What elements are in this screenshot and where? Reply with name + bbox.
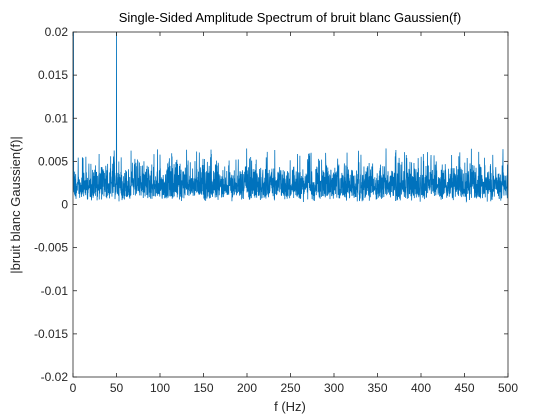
y-tick-label: -0.005 — [34, 241, 68, 255]
y-tick-label: 0.02 — [45, 25, 69, 39]
series-layer — [73, 32, 508, 203]
x-tick-label: 100 — [150, 381, 170, 395]
x-tick-label: 200 — [237, 381, 257, 395]
x-tick-label: 150 — [193, 381, 213, 395]
ticks-layer: 0 50 100 150 200 250 300 350 400 450 500 -0.02 -0.01… — [34, 25, 518, 395]
y-tick-label: 0.01 — [45, 111, 69, 125]
y-tick-label: 0.015 — [38, 68, 68, 82]
x-tick-label: 350 — [367, 381, 387, 395]
y-tick-label: -0.015 — [34, 327, 68, 341]
plot-area — [73, 32, 508, 377]
series-line — [73, 32, 508, 203]
y-tick-label: 0.005 — [38, 154, 68, 168]
x-tick-label: 250 — [280, 381, 300, 395]
x-tick-label: 50 — [110, 381, 124, 395]
y-tick-label: -0.02 — [41, 370, 69, 384]
chart-title: Single-Sided Amplitude Spectrum of bruit… — [119, 10, 462, 25]
x-tick-label: 450 — [454, 381, 474, 395]
y-tick-label: 0 — [61, 198, 68, 212]
y-axis-label: |bruit blanc Gaussien(f)| — [8, 136, 23, 274]
y-tick-label: -0.01 — [41, 284, 69, 298]
x-tick-label: 0 — [70, 381, 77, 395]
x-axis-label: f (Hz) — [274, 399, 306, 414]
x-tick-label: 500 — [498, 381, 518, 395]
x-tick-label: 400 — [411, 381, 431, 395]
x-tick-label: 300 — [324, 381, 344, 395]
